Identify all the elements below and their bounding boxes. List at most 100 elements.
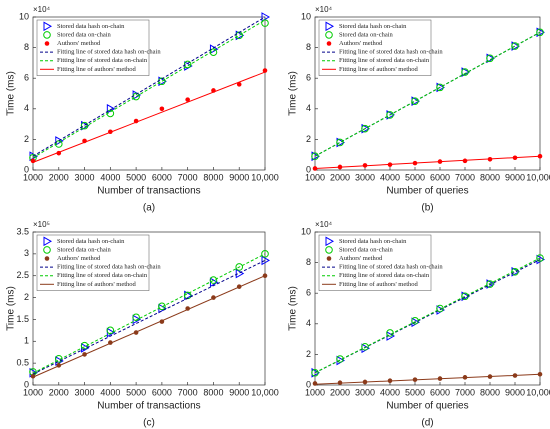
data-point <box>106 103 116 114</box>
data-point <box>261 12 271 22</box>
data-point <box>159 106 165 112</box>
x-tick-label: 5000 <box>405 172 425 182</box>
legend-swatch <box>43 236 53 247</box>
x-tick-label: 8000 <box>203 387 223 397</box>
data-point <box>386 111 394 119</box>
legend-label: Stored data hash on-chain <box>57 23 125 30</box>
y-tick-label: 2 <box>306 349 311 359</box>
y-tick-label: 8 <box>24 42 29 52</box>
legend-swatch <box>326 41 332 46</box>
legend-swatch <box>43 246 51 254</box>
legend-label: Fitting line of stored data hash on-chai… <box>57 49 161 56</box>
caption: (c) <box>143 418 155 429</box>
legend-swatch <box>44 256 50 261</box>
x-tick-label: 10,000 <box>251 172 279 182</box>
legend-label: Stored data on-chain <box>339 246 394 253</box>
legend-label: Fitting line of stored data hash on-chai… <box>57 264 161 271</box>
x-tick-label: 5000 <box>126 387 146 397</box>
data-point <box>80 121 89 130</box>
x-tick-label: 1000 <box>305 387 325 397</box>
data-point <box>183 60 192 69</box>
x-tick-label: 10,000 <box>251 387 279 397</box>
data-point <box>312 381 318 386</box>
legend-label: Stored data hash on-chain <box>57 238 125 245</box>
data-point <box>461 68 469 76</box>
legend-swatch <box>325 236 335 247</box>
legend-label: Stored data hash on-chain <box>339 23 407 30</box>
x-tick-label: 2000 <box>330 387 350 397</box>
x-tick-label: 3000 <box>355 387 375 397</box>
y-axis-label: Time (ms) <box>288 286 299 331</box>
y-tick-label: 1 <box>24 336 29 346</box>
y-tick-label: 4 <box>24 103 29 113</box>
data-point <box>536 28 544 37</box>
data-point <box>486 54 494 63</box>
data-point <box>311 368 319 377</box>
y-tick-label: 2 <box>306 134 311 144</box>
axis-exponent: ×10⁴ <box>315 5 333 14</box>
data-point <box>436 304 444 313</box>
data-point <box>511 267 519 276</box>
x-tick-label: 8000 <box>480 387 500 397</box>
x-axis-label: Number of queries <box>386 186 468 197</box>
y-tick-label: 6 <box>306 73 311 83</box>
x-axis-label: Number of transactions <box>97 401 200 412</box>
x-tick-label: 6000 <box>152 387 172 397</box>
legend-label: Stored data on-chain <box>57 246 112 253</box>
y-tick-label: 0 <box>306 379 311 389</box>
y-tick-label: 2.5 <box>16 270 29 280</box>
legend-label: Fitting line of stored data hash on-chai… <box>339 49 443 56</box>
legend-label: Fitting line of stored data hash on-chai… <box>339 264 443 271</box>
x-tick-label: 4000 <box>380 172 400 182</box>
caption: (d) <box>421 418 433 429</box>
legend-swatch <box>43 31 51 39</box>
legend-label: Fitting line of stored data on-chain <box>57 272 148 279</box>
x-axis-label: Number of queries <box>386 401 468 412</box>
data-point <box>236 82 242 87</box>
legend-label: Fitting line of stored data on-chain <box>339 57 430 64</box>
y-tick-label: 0 <box>24 164 29 174</box>
fit-line <box>32 71 266 163</box>
data-point <box>235 263 244 271</box>
y-axis-label: Time (ms) <box>6 71 17 116</box>
x-tick-label: 2000 <box>49 387 69 397</box>
x-tick-label: 6000 <box>152 172 172 182</box>
legend-label: Fitting line of authors' method <box>339 66 419 73</box>
x-tick-label: 10,000 <box>526 172 550 182</box>
data-point <box>30 158 36 164</box>
legend-swatch <box>325 21 335 32</box>
data-point <box>361 342 369 351</box>
x-tick-label: 9000 <box>229 387 249 397</box>
x-tick-label: 7000 <box>455 387 475 397</box>
y-tick-label: 2 <box>24 134 29 144</box>
data-point <box>235 268 245 279</box>
axis-exponent: ×10⁴ <box>33 5 51 14</box>
y-tick-label: 4 <box>306 103 311 113</box>
y-tick-label: 3 <box>24 248 29 258</box>
legend-box <box>318 19 432 76</box>
x-tick-label: 5000 <box>405 387 425 397</box>
data-point <box>261 250 269 258</box>
data-point <box>30 373 36 379</box>
fit-line <box>314 373 541 385</box>
legend-label: Authors' method <box>57 40 101 47</box>
legend-label: Fitting line of authors' method <box>339 281 419 288</box>
x-tick-label: 2000 <box>330 172 350 182</box>
x-tick-label: 1000 <box>23 387 43 397</box>
x-tick-label: 4000 <box>380 387 400 397</box>
x-tick-label: 4000 <box>100 387 120 397</box>
y-tick-label: 6 <box>306 288 311 298</box>
y-tick-label: 0 <box>24 379 29 389</box>
caption: (b) <box>421 203 433 214</box>
y-tick-label: 0 <box>306 164 311 174</box>
x-axis-label: Number of transactions <box>97 186 200 197</box>
x-tick-label: 3000 <box>75 172 95 182</box>
fit-line <box>32 259 266 375</box>
fit-line <box>32 253 266 374</box>
data-point <box>336 138 344 147</box>
data-point <box>436 83 444 92</box>
legend-label: Authors' method <box>57 255 101 262</box>
x-tick-label: 3000 <box>75 387 95 397</box>
x-tick-label: 9000 <box>505 387 525 397</box>
